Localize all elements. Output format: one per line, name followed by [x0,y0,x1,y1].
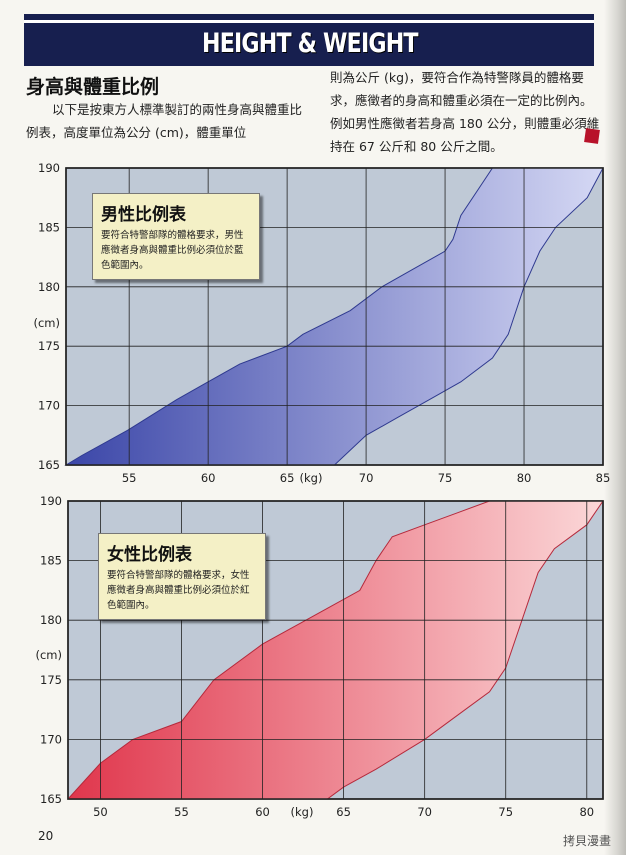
female-y-tick-label: 185 [40,554,62,568]
male-x-tick-label: 75 [438,471,453,485]
female-x-tick-label: 70 [417,805,432,819]
male-x-tick-label: 65 [280,471,295,485]
female-x-tick-label: 65 [336,805,351,819]
male-legend-desc: 要符合特警部隊的體格要求，男性應徵者身高與體重比例必須位於藍色範圍內。 [101,230,244,271]
female-y-tick-label: 175 [40,673,62,687]
male-y-tick-label: 170 [38,399,60,413]
male-plot-frame [65,167,604,466]
male-x-tick-label: 55 [122,471,137,485]
intro-paragraph-left: 以下是按東方人標準製訂的兩性身高與體重比例表，高度單位為公分 (cm)，體重單位 [26,102,303,140]
banner-rule [24,20,594,23]
male-height-weight-chart: 190 185 180 175 170 165 55 60 65 70 75 80 85 (cm) (kg) [34,161,611,485]
female-legend-title: 女性比例表 [107,545,192,565]
male-x-tick-label: 60 [201,471,216,485]
page-binding-shadow [604,0,626,855]
female-y-tick-label: 180 [40,613,62,627]
female-x-tick-label: 55 [174,805,189,819]
page-title: HEIGHT & WEIGHT [202,28,419,59]
male-y-tick-label: 190 [38,161,60,175]
page-number: 20 [38,829,54,843]
male-y-tick-label: 185 [38,220,60,234]
female-plot-frame [67,500,604,800]
section-title: 身高與體重比例 [26,76,160,98]
female-y-tick-label: 190 [40,494,62,508]
male-y-tick-label: 165 [38,458,60,472]
female-y-axis-unit: (cm) [36,648,63,662]
female-height-weight-chart: 190 185 180 175 170 165 50 55 60 65 70 75 80 (cm) (kg) [36,494,604,819]
female-x-axis-unit: (kg) [291,805,314,819]
female-legend-box: 女性比例表 要符合特警部隊的體格要求，女性應徵者身高與體重比例必須位於紅色範圍內… [98,533,266,620]
male-x-axis-unit: (kg) [300,471,323,485]
header-banner: HEIGHT & WEIGHT [24,14,594,66]
male-y-axis-unit: (cm) [34,316,61,330]
male-x-tick-label: 70 [359,471,374,485]
male-x-tick-label: 85 [596,471,611,485]
intro-paragraph-right: 則為公斤 (kg)，要符合作為特警隊員的體格要求，應徵者的身高和體重必須在一定的… [330,70,600,154]
male-y-tick-label: 180 [38,280,60,294]
red-marker-icon [584,128,600,144]
female-x-tick-label: 80 [579,805,594,819]
female-y-tick-label: 165 [40,792,62,806]
female-y-tick-label: 170 [40,732,62,746]
watermark-text: 拷貝漫畫 [563,834,612,848]
male-x-tick-label: 80 [517,471,532,485]
female-x-tick-label: 75 [498,805,513,819]
male-y-tick-label: 175 [38,339,60,353]
male-legend-title: 男性比例表 [101,205,186,225]
male-range-band [64,167,604,466]
female-x-tick-label: 60 [255,805,270,819]
male-legend-box: 男性比例表 要符合特警部隊的體格要求，男性應徵者身高與體重比例必須位於藍色範圍內… [92,193,260,280]
female-legend-desc: 要符合特警部隊的體格要求，女性應徵者身高與體重比例必須位於紅色範圍內。 [107,570,250,611]
female-x-tick-label: 50 [93,805,108,819]
